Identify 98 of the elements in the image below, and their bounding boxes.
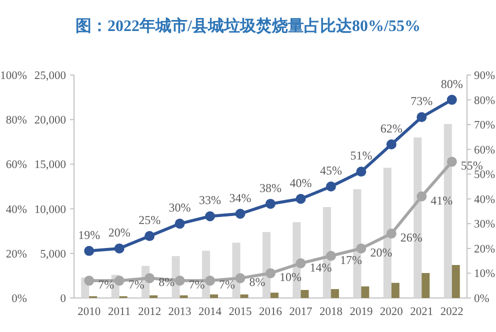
bar [240,294,248,298]
y2-tick-label: 60% [474,144,496,156]
bar [330,289,339,298]
data-label: 26% [400,230,422,245]
x-tick-label: 2022 [440,306,464,318]
data-label: 30% [168,200,191,215]
bar [452,264,460,298]
data-label: 8% [158,275,175,290]
point [386,228,396,239]
data-label: 10% [280,270,302,284]
y2-tick-label: 50% [474,169,496,182]
y3-tick-label: 20% [6,248,28,260]
chart-title: 图：2022年城市/县城垃圾焚烧量占比达80%/55% [76,17,420,35]
data-label: 38% [260,180,282,195]
point [356,166,366,177]
y2-tick-label: 40% [474,194,496,206]
data-label: 14% [310,260,332,274]
point [114,276,124,286]
bar [210,294,218,298]
point [296,194,306,204]
bar [300,290,309,298]
data-label: 25% [138,213,161,228]
bar [391,282,400,298]
y3-tick-label: 0% [12,293,28,305]
data-label: 40% [290,176,312,190]
x-tick-label: 2015 [228,306,252,318]
x-tick-label: 2021 [410,306,434,318]
point [416,112,427,122]
data-label: 34% [229,190,252,205]
point [84,246,94,256]
data-label: 80% [440,76,463,91]
point [114,243,124,254]
x-tick-label: 2017 [289,306,312,318]
y2-tick-label: 90% [474,70,496,82]
data-label: 20% [108,225,130,240]
point [205,211,216,222]
point [356,243,366,254]
point [84,276,94,286]
point [235,273,246,284]
data-label: 41% [430,193,453,208]
y3-tick-label: 80% [6,114,28,127]
data-label: 33% [199,193,222,208]
x-tick-label: 2011 [108,306,131,318]
bar [361,286,370,298]
data-label: 73% [410,94,433,108]
data-label: 45% [320,164,342,178]
y2-tick-label: 0% [474,293,490,305]
point [235,208,246,219]
x-tick-label: 2018 [319,306,343,318]
bar [180,295,188,298]
point [326,250,336,261]
point [446,156,457,167]
point [174,276,185,286]
point [386,139,396,150]
x-tick-label: 2019 [350,306,373,318]
point [446,94,457,105]
y-tick-label: 20,000 [34,114,66,127]
data-label: 7% [98,278,114,292]
x-tick-label: 2013 [168,306,192,318]
y2-tick-label: 20% [474,243,496,256]
y3-tick-label: 40% [6,204,28,216]
point [296,258,306,268]
data-label: 7% [188,278,205,292]
y3-tick-label: 100% [0,70,28,82]
point [416,191,427,202]
bar [270,292,278,298]
y-tick-label: 10,000 [34,204,66,216]
x-tick-label: 2010 [78,306,101,318]
x-tick-label: 2016 [259,306,282,318]
y-tick-label: 0 [60,293,66,305]
point [144,231,155,242]
point [326,182,336,192]
bar [422,273,430,298]
y2-tick-label: 80% [474,94,496,107]
data-label: 8% [249,275,266,290]
data-label: 7% [128,278,144,292]
point [144,273,155,284]
data-label: 7% [219,278,236,292]
y3-tick-label: 60% [6,159,28,172]
y2-tick-label: 70% [474,120,496,132]
bar [150,295,158,298]
data-label: 17% [340,252,362,267]
point [266,198,276,209]
x-tick-label: 2014 [198,306,222,318]
y-tick-label: 25,000 [34,70,66,82]
x-tick-label: 2020 [380,306,404,318]
point [205,276,216,286]
data-label: 19% [78,228,100,242]
y-tick-label: 15,000 [34,159,66,172]
data-label: 62% [380,121,402,136]
data-label: 51% [350,148,372,163]
data-label: 20% [370,245,392,260]
y2-tick-label: 30% [474,218,496,231]
y-tick-label: 5,000 [40,248,66,260]
point [174,218,185,229]
x-tick-label: 2012 [138,306,162,318]
y2-tick-label: 10% [474,268,496,280]
point [266,268,276,278]
